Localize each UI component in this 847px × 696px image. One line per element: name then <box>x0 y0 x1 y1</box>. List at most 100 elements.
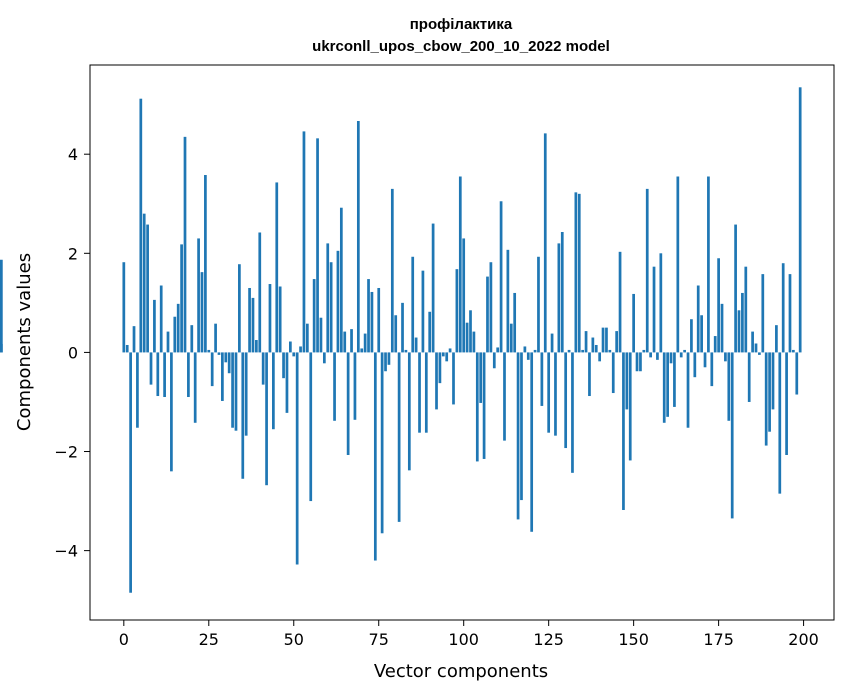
bar-47 <box>282 352 285 379</box>
bar-167 <box>690 319 693 353</box>
bar-90 <box>428 311 432 353</box>
bar-53 <box>302 131 306 353</box>
bar-13 <box>166 331 170 353</box>
bar-169 <box>696 285 700 353</box>
bar-128 <box>557 243 561 353</box>
bar-85 <box>411 256 415 353</box>
bar-107 <box>486 276 489 353</box>
bar-4 <box>136 352 139 428</box>
bar-73 <box>370 291 374 353</box>
bar-65 <box>343 331 347 353</box>
bar-105 <box>479 352 483 403</box>
bar-78 <box>387 352 391 365</box>
bar-0 <box>122 262 126 353</box>
bar-28 <box>217 352 221 355</box>
bar-19 <box>187 352 190 398</box>
bar-164 <box>679 352 683 358</box>
x-axis: 0 25 50 75 100 125 150 175 200 <box>119 620 819 649</box>
bar-9 <box>153 299 156 353</box>
bar-166 <box>686 352 690 428</box>
x-tick-label: 50 <box>284 630 304 649</box>
bar-67 <box>350 329 353 353</box>
y-tick-label: −4 <box>54 542 78 561</box>
bar-62 <box>333 352 336 421</box>
bar-126 <box>550 333 554 353</box>
bar-192 <box>775 325 778 353</box>
x-tick-label: 125 <box>533 630 564 649</box>
x-tick-label: 75 <box>369 630 389 649</box>
y-tick-label: 2 <box>68 244 78 263</box>
bar-83 <box>404 349 408 353</box>
bar-23 <box>200 272 204 353</box>
bar-129 <box>560 232 564 353</box>
bar-140 <box>598 352 602 362</box>
bar-12 <box>163 352 166 398</box>
bar-173 <box>710 352 714 387</box>
x-tick-label: 0 <box>119 630 129 649</box>
bar-157 <box>656 352 659 360</box>
y-tick-label: 0 <box>68 343 78 362</box>
bar-104 <box>475 352 479 462</box>
bar-127 <box>554 352 557 436</box>
bar-25 <box>207 349 211 353</box>
bar-181 <box>737 310 741 353</box>
chart-subtitle: ukrconll_upos_cbow_200_10_2022 model <box>312 38 610 55</box>
bar-29 <box>221 352 224 401</box>
y-axis: −4 −2 0 2 4 <box>54 145 90 561</box>
bar-198 <box>795 352 799 395</box>
bar-115 <box>513 292 517 353</box>
bar-197 <box>792 349 795 353</box>
bar-144 <box>611 352 615 394</box>
bar-88 <box>421 270 425 353</box>
bar-42 <box>265 352 268 486</box>
bar-81 <box>397 352 401 522</box>
bar-184 <box>747 352 751 402</box>
bar-150 <box>632 293 635 353</box>
bar-undefined <box>0 343 3 353</box>
bar-120 <box>530 352 534 532</box>
bar-183 <box>744 266 748 353</box>
bar-111 <box>499 201 503 353</box>
bar-185 <box>751 331 754 353</box>
bar-193 <box>778 352 782 494</box>
bar-61 <box>329 262 333 353</box>
bar-160 <box>666 352 669 417</box>
bar-179 <box>730 352 734 519</box>
bar-155 <box>649 352 652 358</box>
bar-93 <box>438 352 442 384</box>
y-tick-label: 4 <box>68 145 78 164</box>
bar-84 <box>407 352 411 471</box>
bar-30 <box>224 352 228 363</box>
bar-102 <box>469 310 472 353</box>
bar-142 <box>605 327 608 353</box>
bar-14 <box>170 352 173 472</box>
bar-161 <box>669 352 673 364</box>
bar-82 <box>401 302 404 353</box>
bar-148 <box>625 352 629 410</box>
bar-1 <box>125 344 129 353</box>
bar-2 <box>129 352 132 593</box>
bar-121 <box>533 349 537 353</box>
bar-114 <box>509 323 513 353</box>
bar-5 <box>139 98 143 353</box>
bar-16 <box>176 303 180 353</box>
bar-64 <box>339 207 343 353</box>
bar-118 <box>523 346 527 353</box>
bar-55 <box>309 352 313 502</box>
bar-24 <box>204 175 207 353</box>
bar-79 <box>390 188 394 353</box>
bar-196 <box>788 274 792 353</box>
bar-17 <box>180 244 183 353</box>
bar-7 <box>146 224 149 353</box>
bar-86 <box>414 337 418 353</box>
bar-27 <box>214 323 217 353</box>
bar-113 <box>506 249 510 353</box>
bar-58 <box>319 317 323 353</box>
bar-92 <box>435 352 438 410</box>
bar-180 <box>734 224 737 353</box>
bars-group <box>0 87 802 593</box>
bar-106 <box>482 352 486 459</box>
bar-101 <box>465 322 469 353</box>
bar-69 <box>356 121 360 353</box>
bar-50 <box>292 352 296 357</box>
